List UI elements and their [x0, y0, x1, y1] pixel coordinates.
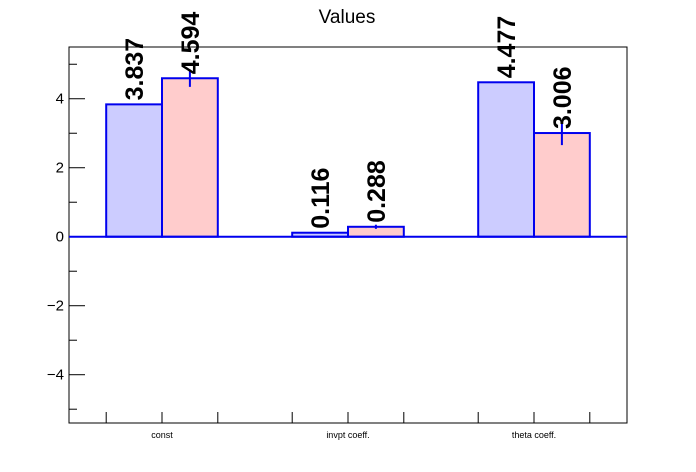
bar-series2-2: [533, 132, 591, 238]
value-label: 3.837: [121, 38, 149, 101]
bar-series2-0: [161, 77, 219, 238]
value-labels: 3.837 0.116 4.477 4.594 0.288 3.006: [121, 12, 577, 229]
y-tick-label: 4: [56, 91, 64, 108]
axis-ticks: −4 −2 0 2 4 const invpt coeff. theta coeff.: [47, 63, 591, 440]
value-label: 4.594: [177, 12, 205, 75]
x-category-label: invpt coeff.: [326, 430, 369, 440]
y-tick-label: 2: [56, 160, 64, 177]
chart-title: Values: [319, 7, 376, 28]
bar-series1-0: [105, 103, 163, 238]
value-label: 3.006: [549, 66, 577, 129]
x-category-label: const: [151, 430, 173, 440]
bar-series1-2: [477, 81, 536, 238]
x-category-label: theta coeff.: [512, 430, 556, 440]
y-tick-label: −2: [47, 298, 64, 315]
value-label: 0.288: [363, 160, 391, 223]
value-label: 4.477: [493, 16, 521, 79]
y-tick-label: −4: [47, 367, 64, 384]
bars: [69, 69, 627, 238]
value-label: 0.116: [307, 168, 335, 229]
y-tick-label: 0: [56, 229, 64, 246]
